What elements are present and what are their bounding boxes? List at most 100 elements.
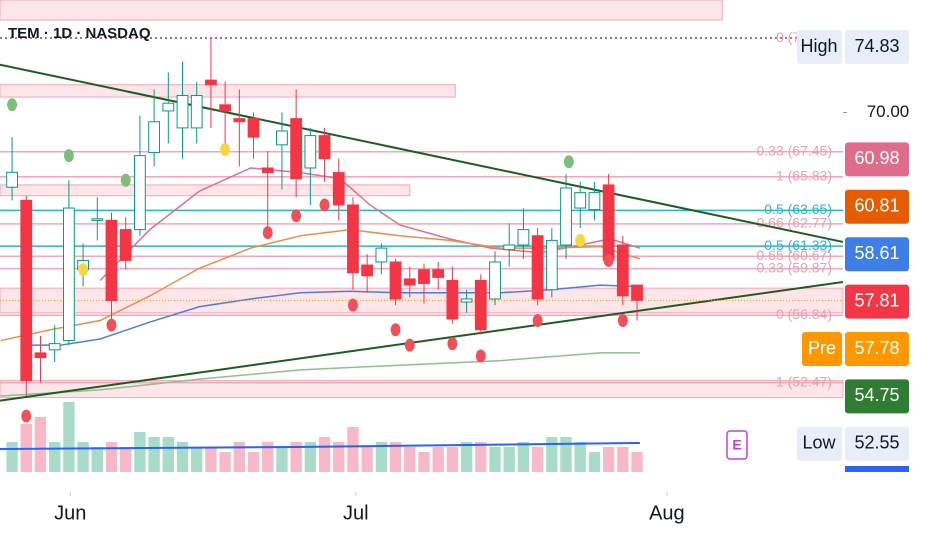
volume-bar [446,447,459,472]
candle-body [105,219,118,301]
level-label: 0.33 (67.45) [757,142,833,158]
candle-body [361,264,374,277]
zone [0,0,723,21]
zone [0,184,411,197]
x-tick-label: Aug [649,502,685,524]
zone [0,380,844,399]
volume-bar [77,442,89,472]
signal-dot [262,226,273,240]
volume-bar [290,442,302,472]
price-badge-value: 57.78 [854,338,899,358]
candle-body [304,135,317,169]
candle-body [545,239,558,291]
signal-dot [404,338,415,352]
price-badge-value: 60.81 [854,196,899,216]
candle-body [517,229,530,246]
level-label: 0 (56.84) [776,306,832,322]
signal-dot [603,253,614,267]
candle-body [460,298,473,303]
x-tick-label: Jun [54,502,86,524]
candle-body [119,229,132,261]
volume-bar [418,452,430,472]
candle-body [318,135,331,160]
moving-average [0,352,640,397]
candle-body [162,102,175,112]
volume-bar [219,452,231,472]
volume-bar [120,447,132,472]
candle-body [34,352,47,359]
trend-line [0,281,844,402]
price-badge [845,426,909,461]
candle-body [48,343,61,351]
price-badge [845,30,909,64]
candle-body [403,278,416,286]
y-tick-label: 70.00 [867,102,910,121]
candle-body [6,171,18,188]
candle-body [616,244,629,297]
candle-body [489,261,501,300]
volume-bar [191,447,203,472]
candle-body [205,79,217,86]
candle-body [602,184,615,261]
price-badge-label: High [800,36,837,56]
price-badge [845,189,909,224]
candle-body [233,118,246,123]
signal-dot [78,263,89,277]
candle-body [219,104,232,112]
signal-dot [347,298,358,312]
price-badge-label-box [802,332,842,366]
volume-bar [333,442,345,472]
candle-body [560,187,572,246]
candle-body [574,192,587,209]
candle-body [531,235,544,300]
volume-bar [574,442,586,472]
candle-body [474,279,487,331]
signal-dot [7,98,18,112]
volume-bar [347,427,359,472]
volume-bar [389,442,402,472]
volume-ma [0,442,640,450]
volume-bar [460,442,473,472]
candle-body [389,261,402,300]
signal-dot [575,233,586,247]
volume-bar [602,447,615,472]
signal-dot [475,349,486,363]
volume-bar [91,447,103,472]
candle-body [134,155,146,231]
moving-average [99,167,641,281]
price-badge-label: Pre [808,338,836,358]
signal-dot [106,318,117,332]
signal-dot [532,314,543,328]
volume-bar [176,442,189,472]
price-badge-value: 54.75 [854,385,899,405]
candle-body [432,269,445,278]
level-label: 0.5 (63.65) [764,201,832,217]
trend-line [0,63,844,243]
volume-bar [546,437,558,472]
volume-bar [475,442,487,472]
price-badge-label-box [797,30,842,64]
candle-body [347,204,359,274]
volume-bar [6,442,18,472]
price-badge [845,379,909,414]
level-label: 0.5 (61.33) [764,237,832,253]
signal-dot [21,409,32,423]
price-badge [845,284,909,319]
zone [0,84,456,98]
signal-dot [63,149,74,163]
candle-body [503,244,516,251]
candle-body [276,130,288,146]
axis-marker [845,466,909,472]
volume-bar [247,452,260,472]
candle-body [375,247,388,263]
volume-bar [588,452,601,472]
price-badge [845,142,909,177]
volume-bar [276,447,288,472]
signal-dot [617,314,628,328]
candle-body [176,95,189,129]
price-badge-label-box [797,426,842,461]
price-badge [845,237,909,272]
candle-body [261,167,274,174]
price-badge [845,332,909,366]
